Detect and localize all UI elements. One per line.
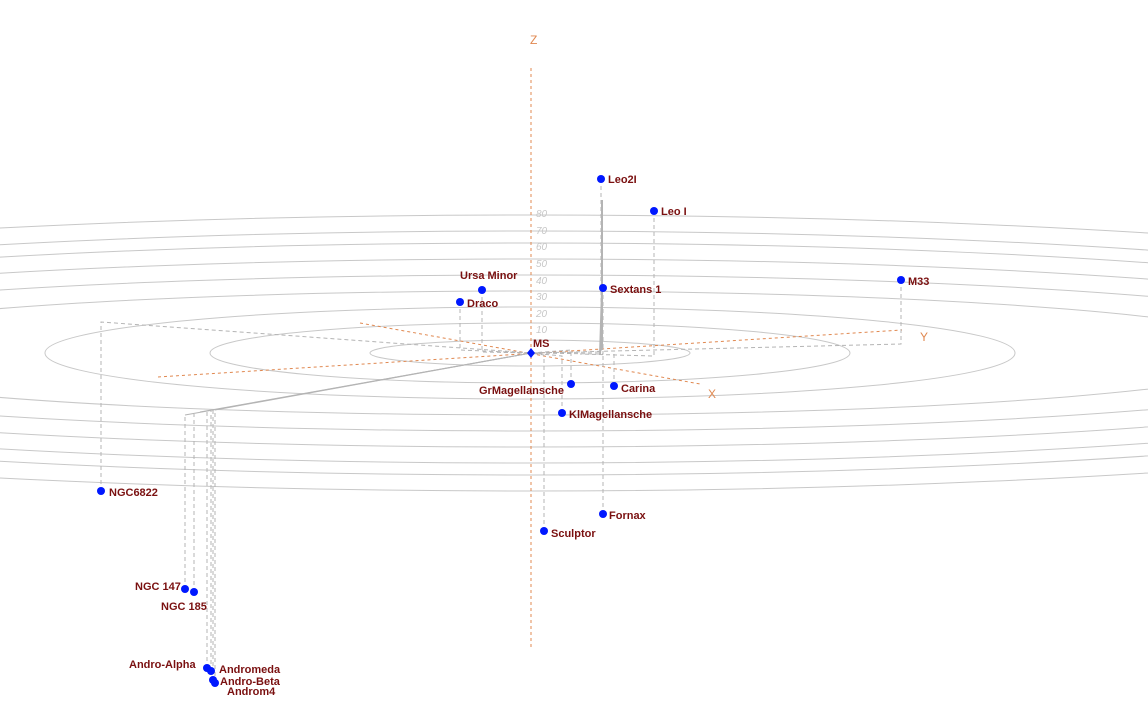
point [599, 510, 607, 518]
tick-40: 40 [536, 276, 548, 287]
ring-10 [369, 339, 691, 367]
tick-30: 30 [536, 292, 548, 303]
andromeda-connectors [184, 352, 532, 416]
point [567, 380, 575, 388]
object-label: NGC 185 [161, 601, 207, 613]
ring-60 [0, 258, 1148, 448]
point [211, 679, 219, 687]
ring-30 [44, 306, 1016, 400]
object-ursa-minor: Ursa Minor [460, 270, 518, 294]
object-label: GrMagellansche [479, 385, 564, 397]
y-axis-label: Y [920, 330, 928, 344]
point [456, 298, 464, 306]
ring-70 [0, 242, 1148, 464]
tick-20: 20 [535, 309, 548, 320]
object-label: Leo2I [608, 174, 637, 186]
drop-ursa-minor [481, 290, 532, 354]
point [190, 588, 198, 596]
object-label: MS [533, 338, 550, 350]
point [181, 585, 189, 593]
object-label: NGC 147 [135, 581, 181, 593]
point [478, 286, 486, 294]
object-fornax: Fornax [599, 510, 647, 522]
distance-rings [0, 214, 1148, 492]
object-carina: Carina [610, 382, 656, 395]
ring-90 [0, 214, 1148, 492]
point [540, 527, 548, 535]
object-label: Andro-Alpha [129, 659, 196, 671]
drop-klmag [530, 352, 563, 413]
drop-lines [100, 179, 902, 683]
object-draco: Draco [456, 298, 498, 310]
ring-80 [0, 230, 1148, 476]
object-sculptor: Sculptor [540, 527, 596, 540]
tick-50: 50 [536, 259, 548, 270]
sextans-solid [599, 289, 603, 356]
ring-20 [209, 322, 851, 384]
ring-40 [0, 290, 1148, 416]
object-andro-alpha: Andro-Alpha [129, 659, 211, 672]
point [610, 382, 618, 390]
object-label: Sextans 1 [610, 284, 661, 296]
connector-3 [214, 352, 532, 411]
axes [157, 68, 903, 648]
object-label: Draco [467, 298, 498, 310]
drop-m33 [530, 280, 902, 354]
point [207, 667, 215, 675]
object-label: Carina [621, 383, 656, 395]
drop-ngc6822 [100, 321, 532, 491]
object-andromeda: Andromeda [207, 664, 281, 676]
object-label: Leo I [661, 206, 687, 218]
object-label: NGC6822 [109, 487, 158, 499]
leo-drop-solid [599, 200, 603, 356]
object-ms: MS [527, 338, 550, 358]
object-ngc185: NGC 185 [161, 588, 207, 613]
drop-draco [459, 302, 532, 354]
point [558, 409, 566, 417]
object-label: M33 [908, 276, 929, 288]
point [599, 284, 607, 292]
object-sextans: Sextans 1 [599, 284, 661, 296]
object-ngc6822: NGC6822 [97, 487, 158, 499]
ring-50 [0, 274, 1148, 432]
tick-80: 80 [536, 209, 548, 220]
tick-70: 70 [536, 226, 548, 237]
objects: MS Leo2I Leo I Ursa Minor Draco Sextans … [97, 174, 929, 698]
ms-point-icon [527, 348, 535, 358]
point [897, 276, 905, 284]
object-label: Andromeda [219, 664, 281, 676]
z-ticks: 10 20 30 40 50 60 70 80 [535, 209, 548, 336]
drop-grmag [530, 349, 572, 384]
object-grmagellansche: GrMagellansche [479, 380, 575, 397]
object-klmagellansche: KlMagellansche [558, 409, 652, 421]
point [650, 207, 658, 215]
object-ngc147: NGC 147 [135, 581, 189, 593]
point [97, 487, 105, 495]
tick-10: 10 [536, 325, 548, 336]
object-leo1: Leo I [650, 206, 687, 218]
object-leo2i: Leo2I [597, 174, 637, 186]
object-label: Androm4 [227, 686, 276, 698]
z-axis-label: Z [530, 33, 537, 47]
object-label: KlMagellansche [569, 409, 652, 421]
tick-60: 60 [536, 242, 548, 253]
object-androm4: Androm4 [211, 679, 276, 698]
object-m33: M33 [897, 276, 929, 288]
drop-sculptor [530, 352, 545, 531]
point [597, 175, 605, 183]
x-axis-label: X [708, 387, 716, 401]
object-label: Fornax [609, 510, 647, 522]
object-label: Ursa Minor [460, 270, 518, 282]
object-label: Sculptor [551, 528, 596, 540]
object-label: Andro-Beta [220, 676, 281, 688]
